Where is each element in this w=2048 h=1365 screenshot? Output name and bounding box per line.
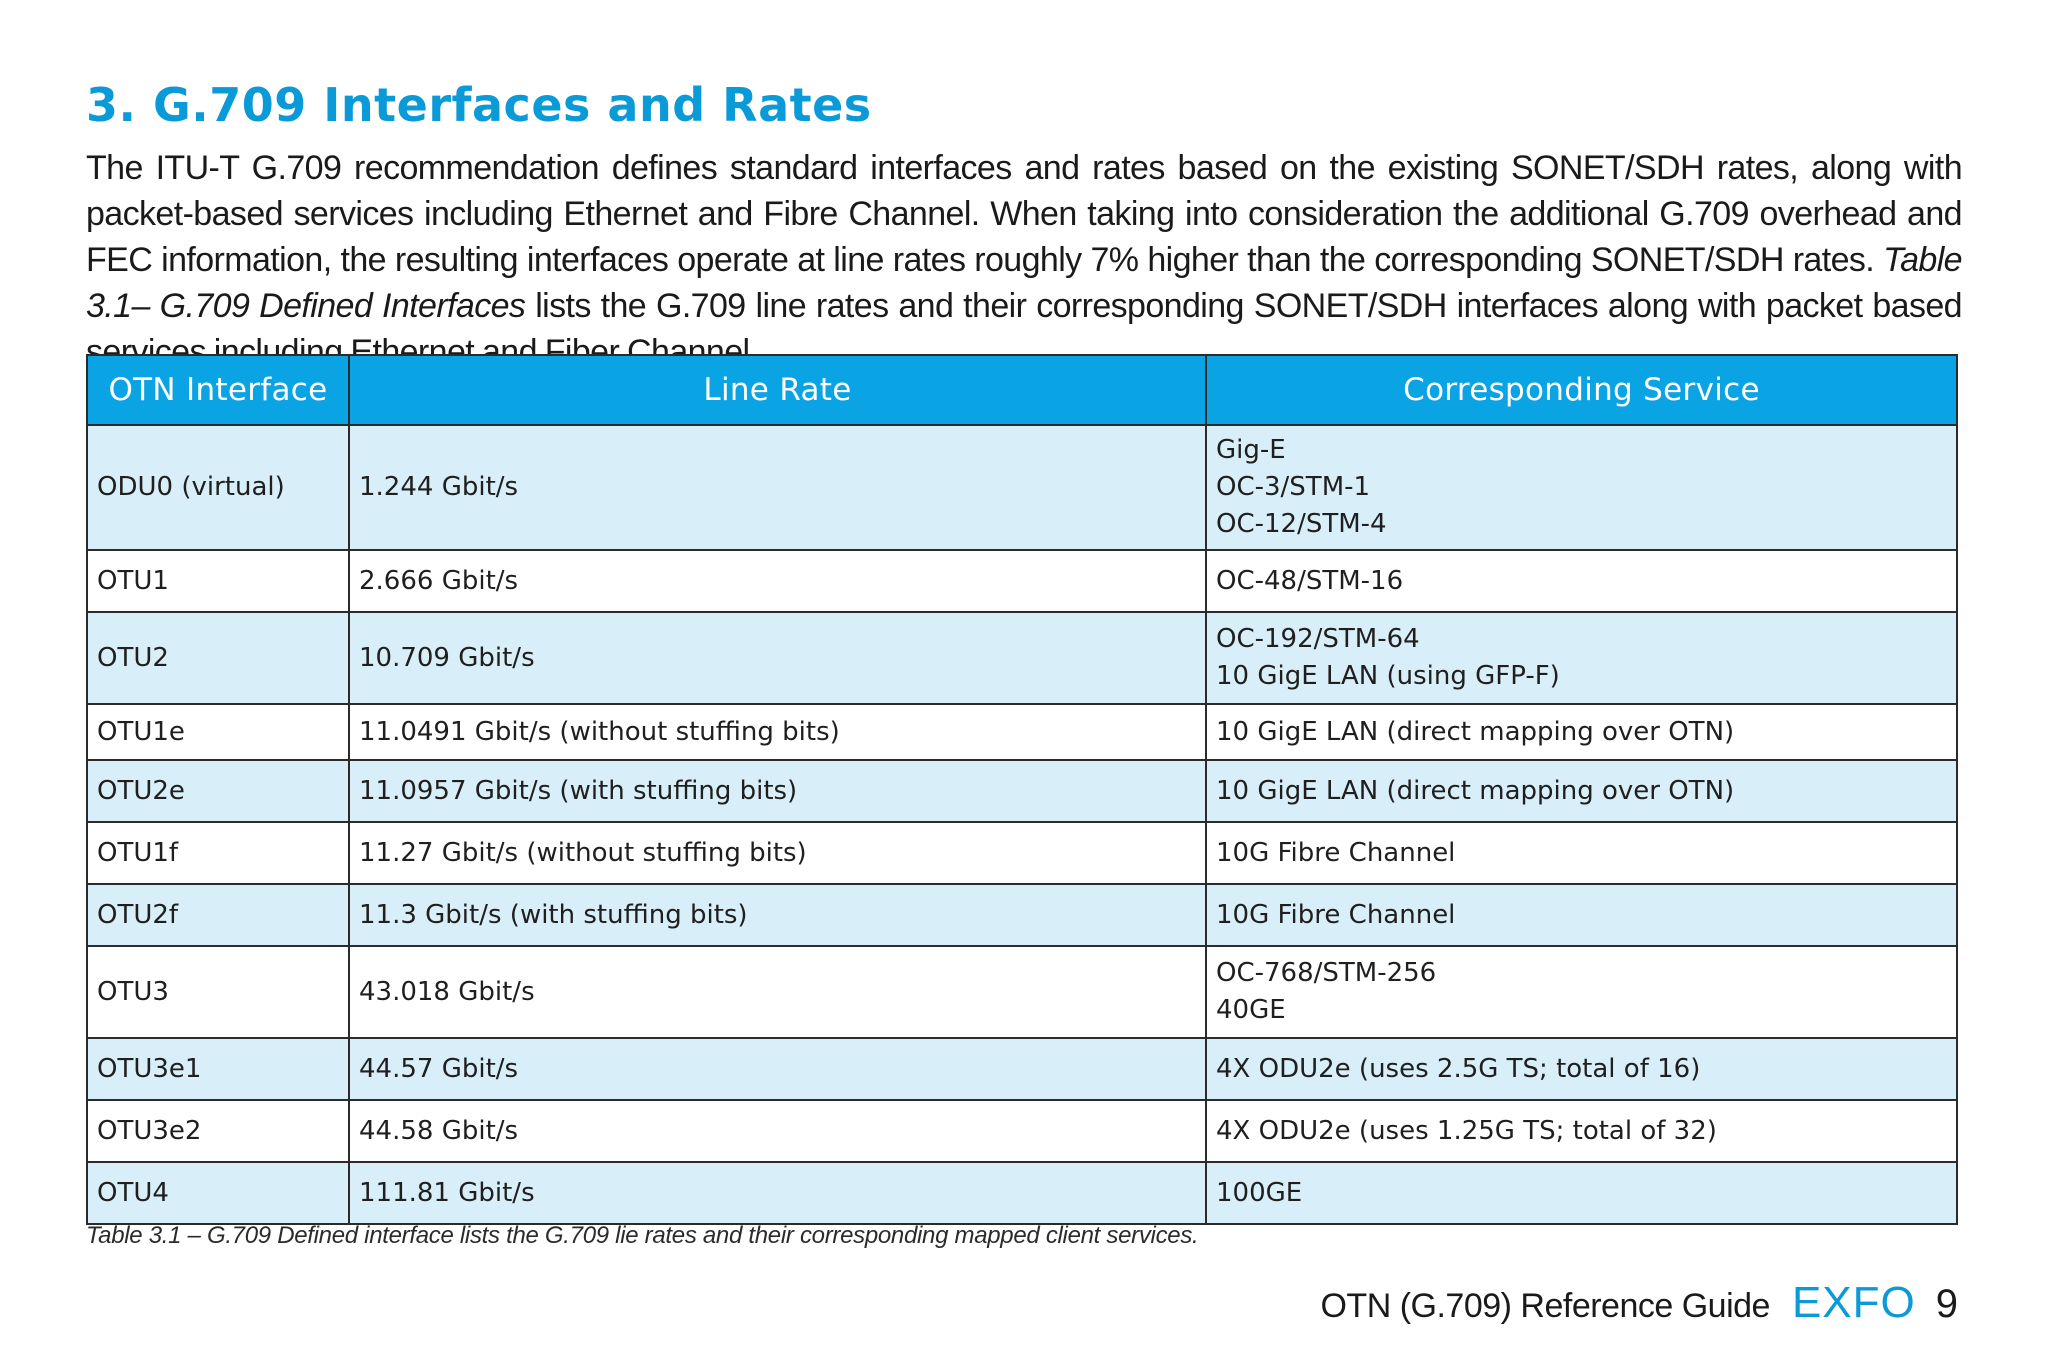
service-entry: 4X ODU2e (uses 2.5G TS; total of 16) (1216, 1053, 1701, 1084)
rates-table-container: OTN Interface Line Rate Corresponding Se… (86, 354, 1958, 1225)
cell-corresponding-service: Gig-E OC-3/STM-1 OC-12/STM-4 (1205, 424, 1958, 551)
service-entry: 10G Fibre Channel (1216, 837, 1456, 868)
table-row: OTU2 10.709 Gbit/s OC-192/STM-64 10 GigE LA… (86, 611, 1958, 705)
cell-otn-interface: OTU2 (86, 611, 350, 705)
cell-line-rate: 11.0491 Gbit/s (without stuffing bits) (348, 703, 1207, 761)
cell-line-rate: 43.018 Gbit/s (348, 945, 1207, 1039)
table-row: OTU3e2 44.58 Gbit/s 4X ODU2e (uses 1.25G T… (86, 1099, 1958, 1163)
cell-line-rate: 11.3 Gbit/s (with stuffing bits) (348, 883, 1207, 947)
page-number: 9 (1935, 1282, 1958, 1326)
cell-otn-interface: OTU1 (86, 549, 350, 613)
table-row: OTU2f 11.3 Gbit/s (with stuffing bits) 10G… (86, 883, 1958, 947)
header-line-rate: Line Rate (348, 354, 1207, 426)
cell-corresponding-service: OC-192/STM-64 10 GigE LAN (using GFP-F) (1205, 611, 1958, 705)
cell-line-rate: 11.27 Gbit/s (without stuffing bits) (348, 821, 1207, 885)
table-reference: Table 3.1– G.709 Defined Interfaces (86, 241, 1963, 325)
service-entry: 10 GigE LAN (direct mapping over OTN) (1216, 716, 1735, 747)
cell-line-rate: 2.666 Gbit/s (348, 549, 1207, 613)
cell-corresponding-service: OC-768/STM-256 40GE (1205, 945, 1958, 1039)
guide-title: OTN (G.709) Reference Guide (1320, 1287, 1770, 1325)
cell-corresponding-service: OC-48/STM-16 (1205, 549, 1958, 613)
service-entry: OC-48/STM-16 (1216, 565, 1404, 596)
cell-line-rate: 44.57 Gbit/s (348, 1037, 1207, 1101)
page-footer: OTN (G.709) Reference Guide EXFO 9 (1320, 1278, 1958, 1328)
table-row: OTU1f 11.27 Gbit/s (without stuffing bits… (86, 821, 1958, 885)
service-entry: 10G Fibre Channel (1216, 899, 1456, 930)
service-entry: 40GE (1216, 995, 1286, 1025)
service-entry: 10 GigE LAN (using GFP-F) (1216, 661, 1560, 691)
cell-corresponding-service: 10G Fibre Channel (1205, 821, 1958, 885)
table-body: ODU0 (virtual) 1.244 Gbit/s Gig-E OC-3/STM-… (86, 424, 1958, 1225)
service-entry: OC-768/STM-256 (1216, 958, 1437, 988)
cell-otn-interface: OTU3e1 (86, 1037, 350, 1101)
cell-line-rate: 111.81 Gbit/s (348, 1161, 1207, 1225)
header-corresponding-service: Corresponding Service (1205, 354, 1958, 426)
table-row: OTU1 2.666 Gbit/s OC-48/STM-16 (86, 549, 1958, 613)
interfaces-rates-table: OTN Interface Line Rate Corresponding Se… (86, 354, 1958, 1225)
service-entry: OC-3/STM-1 (1216, 472, 1371, 502)
cell-corresponding-service: 10 GigE LAN (direct mapping over OTN) (1205, 759, 1958, 823)
cell-otn-interface: OTU2f (86, 883, 350, 947)
cell-corresponding-service: 100GE (1205, 1161, 1958, 1225)
service-entry: 100GE (1216, 1177, 1303, 1208)
cell-otn-interface: OTU2e (86, 759, 350, 823)
header-otn-interface: OTN Interface (86, 354, 350, 426)
cell-corresponding-service: 10 GigE LAN (direct mapping over OTN) (1205, 703, 1958, 761)
intro-paragraph: The ITU-T G.709 recommendation defines s… (86, 145, 1963, 375)
cell-otn-interface: OTU1f (86, 821, 350, 885)
service-entry: Gig-E (1216, 435, 1286, 465)
cell-line-rate: 10.709 Gbit/s (348, 611, 1207, 705)
table-caption: Table 3.1 – G.709 Defined interface list… (86, 1222, 1199, 1249)
cell-line-rate: 44.58 Gbit/s (348, 1099, 1207, 1163)
cell-corresponding-service: 10G Fibre Channel (1205, 883, 1958, 947)
cell-otn-interface: ODU0 (virtual) (86, 424, 350, 551)
service-entry: 10 GigE LAN (direct mapping over OTN) (1216, 775, 1735, 806)
cell-line-rate: 11.0957 Gbit/s (with stuffing bits) (348, 759, 1207, 823)
table-row: OTU3 43.018 Gbit/s OC-768/STM-256 40GE (86, 945, 1958, 1039)
table-row: OTU1e 11.0491 Gbit/s (without stuffing bi… (86, 703, 1958, 761)
table-row: OTU2e 11.0957 Gbit/s (with stuffing bits)… (86, 759, 1958, 823)
table-header-row: OTN Interface Line Rate Corresponding Se… (86, 354, 1958, 426)
service-entry: 4X ODU2e (uses 1.25G TS; total of 32) (1216, 1115, 1717, 1146)
section-heading: 3. G.709 Interfaces and Rates (86, 78, 872, 132)
table-row: OTU3e1 44.57 Gbit/s 4X ODU2e (uses 2.5G TS… (86, 1037, 1958, 1101)
cell-line-rate: 1.244 Gbit/s (348, 424, 1207, 551)
cell-otn-interface: OTU3 (86, 945, 350, 1039)
service-entry: OC-192/STM-64 (1216, 624, 1420, 654)
table-row: ODU0 (virtual) 1.244 Gbit/s Gig-E OC-3/STM-… (86, 424, 1958, 551)
exfo-logo: EXFO (1791, 1278, 1916, 1327)
cell-corresponding-service: 4X ODU2e (uses 1.25G TS; total of 32) (1205, 1099, 1958, 1163)
intro-text-part1: The ITU-T G.709 recommendation defines s… (86, 149, 1963, 279)
table-row: OTU4 111.81 Gbit/s 100GE (86, 1161, 1958, 1225)
cell-corresponding-service: 4X ODU2e (uses 2.5G TS; total of 16) (1205, 1037, 1958, 1101)
cell-otn-interface: OTU3e2 (86, 1099, 350, 1163)
cell-otn-interface: OTU1e (86, 703, 350, 761)
cell-otn-interface: OTU4 (86, 1161, 350, 1225)
service-entry: OC-12/STM-4 (1216, 509, 1387, 539)
